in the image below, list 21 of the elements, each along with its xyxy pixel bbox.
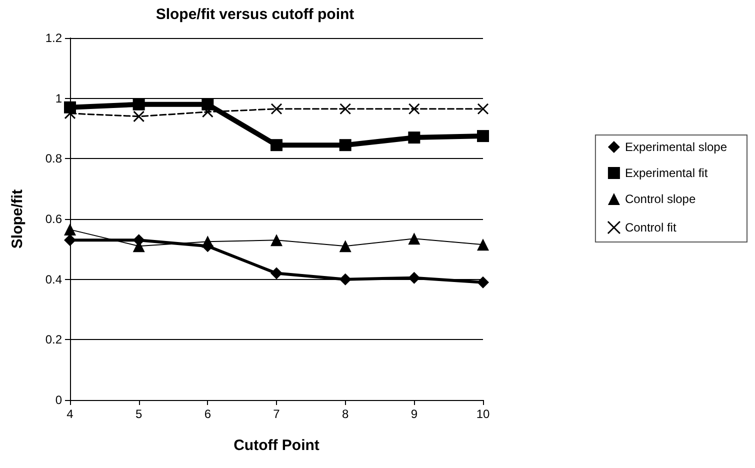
y-tick-label: 0.4 [45, 272, 62, 286]
y-tick-label: 0.8 [45, 152, 62, 166]
legend-label: Experimental slope [624, 140, 728, 154]
x-tick-label: 6 [204, 407, 212, 421]
x-axis-title: Cutoff Point [234, 437, 320, 454]
chart-title: Slope/fit versus cutoff point [156, 6, 354, 23]
legend-label: Experimental fit [624, 166, 708, 180]
x-tick-label: 8 [342, 407, 349, 421]
y-tick-label: 1.2 [45, 31, 62, 45]
x-tick-label: 5 [135, 407, 142, 421]
x-tick-label: 10 [476, 407, 490, 421]
x-tick-label: 7 [273, 407, 280, 421]
y-tick-label: 0.6 [45, 212, 62, 226]
x-tick-label: 4 [66, 407, 74, 421]
legend-label: Control slope [624, 192, 696, 206]
legend-label: Control fit [624, 220, 677, 234]
x-tick-label: 9 [410, 407, 418, 421]
y-tick-label: 0 [55, 393, 62, 407]
y-tick-label: 1 [55, 91, 62, 106]
y-tick-label: 0.2 [45, 332, 62, 347]
y-axis-title: Slope/fit [9, 189, 26, 249]
